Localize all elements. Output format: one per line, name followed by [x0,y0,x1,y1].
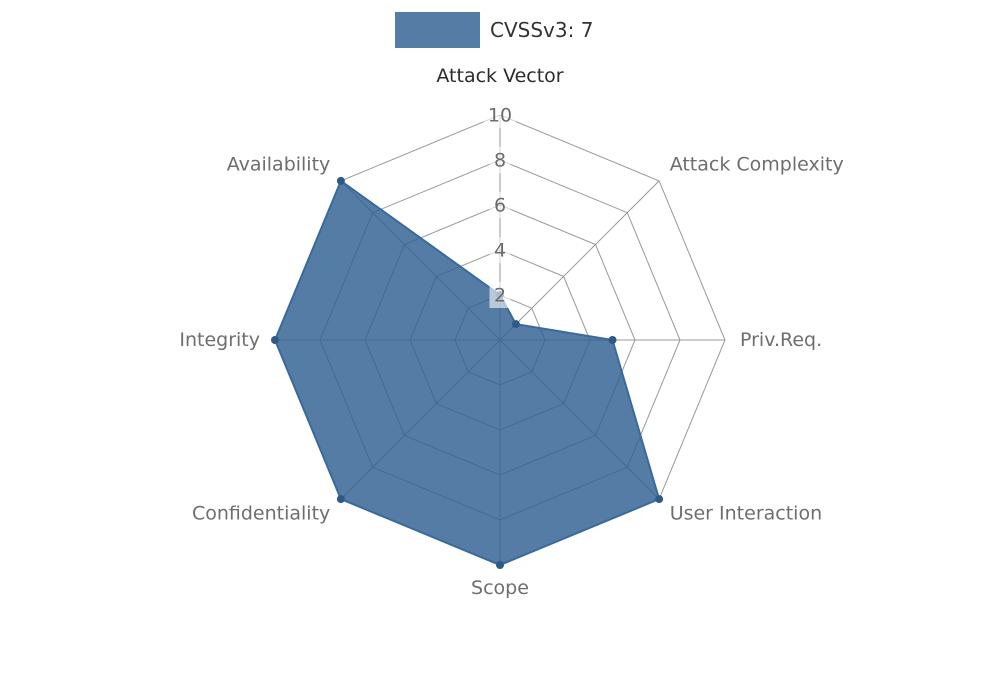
tick-label: 6 [494,195,506,217]
legend: CVSSv3: 7 [395,12,593,48]
axis-label-availability: Availability [227,153,331,175]
legend-swatch [395,12,480,48]
tick-label: 10 [488,105,512,127]
axis-label-confidentiality: Confidentiality [192,503,330,525]
vertex-marker [511,320,520,329]
axis-label-priv-req: Priv.Req. [740,329,822,351]
tick-label: 4 [494,240,506,262]
tick-label-bg [484,102,516,128]
vertex-marker [336,176,345,185]
tick-label-bg [489,237,511,263]
vertex-marker [496,561,504,569]
vertex-marker [336,495,345,504]
axis-spoke [499,180,660,341]
vertex-marker [271,336,279,344]
tick-label: 2 [494,285,506,307]
tick-label: 8 [494,150,506,172]
axis-label-user-interaction: User Interaction [670,503,822,525]
legend-label: CVSSv3: 7 [490,18,594,42]
tick-label-bg [489,282,511,308]
axis-label-attack-complexity: Attack Complexity [670,153,844,175]
vertex-marker [655,495,664,504]
tick-label-bg [489,192,511,218]
tick-label-bg [489,147,511,173]
axis-label-integrity: Integrity [179,329,260,351]
vertex-marker [608,336,617,344]
axis-label-scope: Scope [471,577,529,599]
axis-label-attack-vector: Attack Vector [436,65,563,87]
